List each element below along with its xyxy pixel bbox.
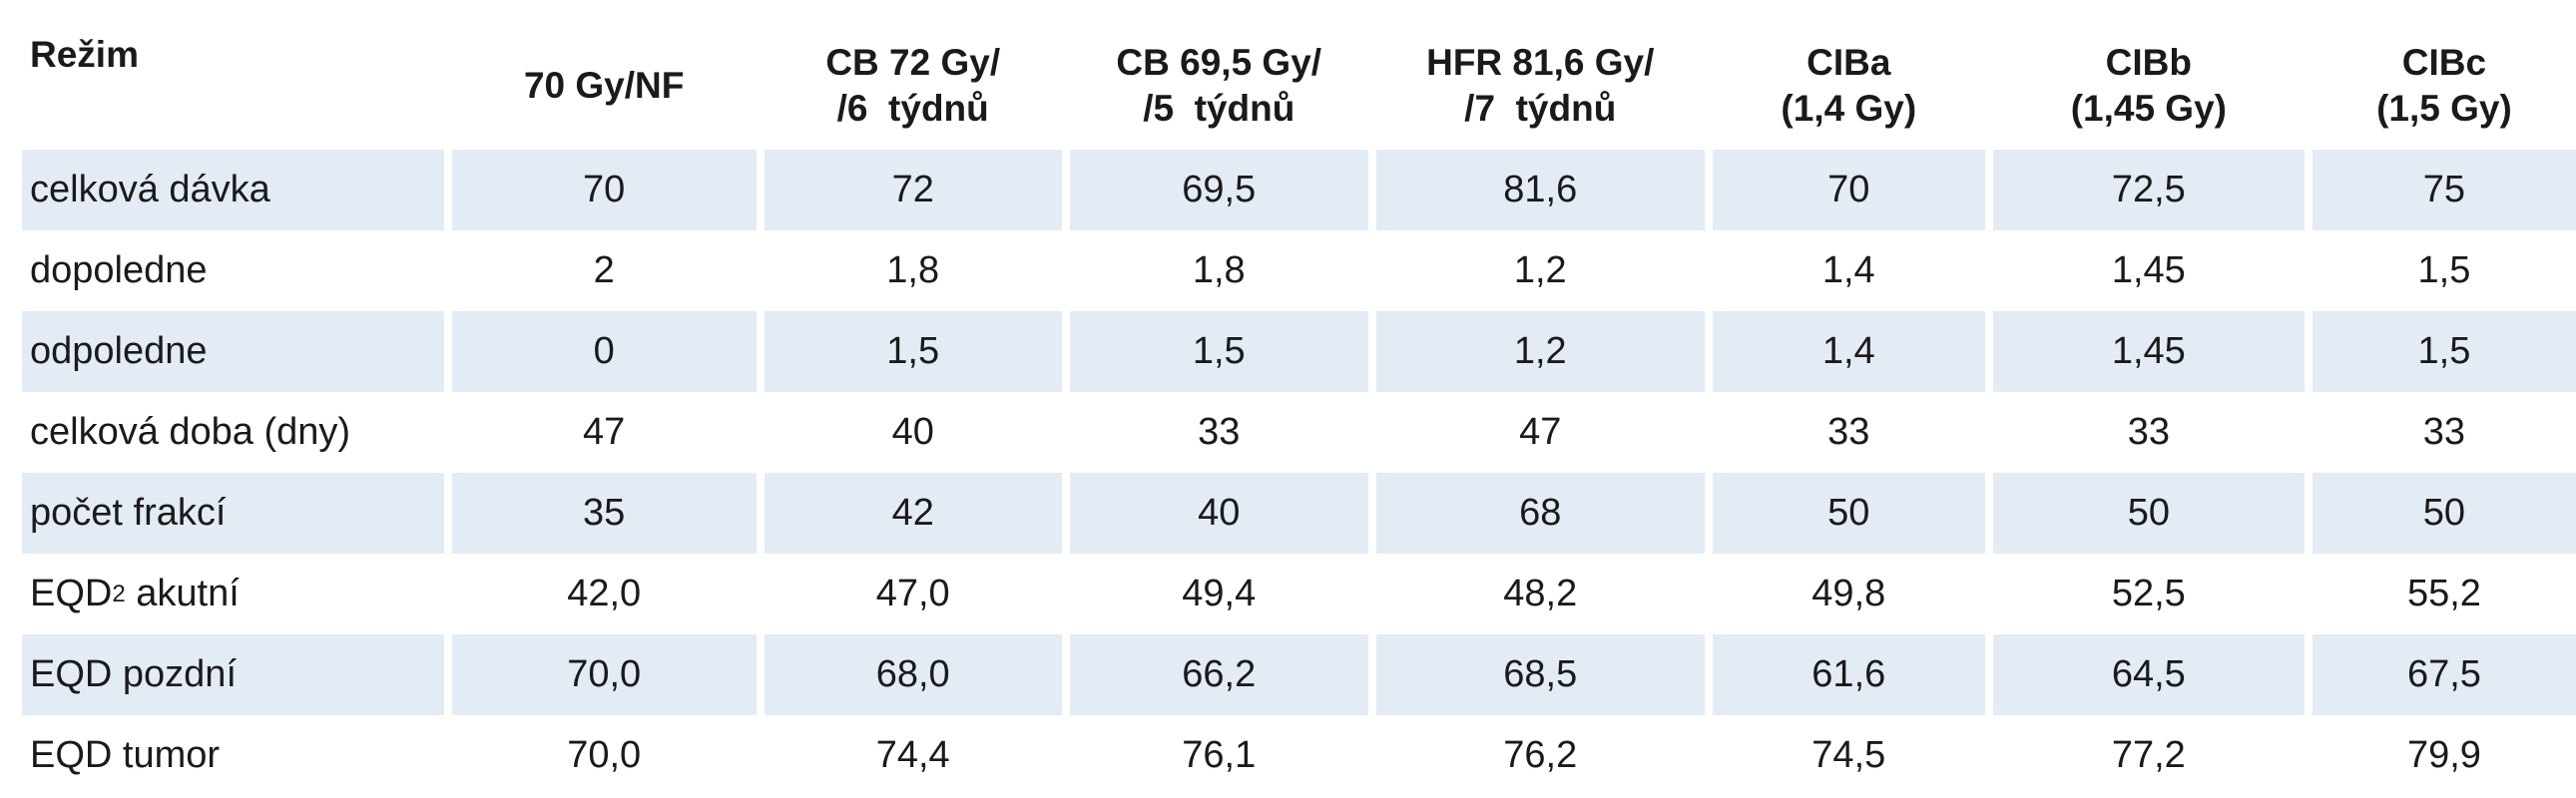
header-col-cibc: CIBc (1,5 Gy) (2313, 22, 2576, 150)
header-regime: Režim (22, 22, 444, 150)
table-cell: 1,45 (2111, 249, 2186, 291)
table-cell: 49,4 (1182, 573, 1257, 614)
header-regime-label: Režim (30, 34, 139, 75)
header-text: CIBa (1806, 41, 1891, 83)
row-label: EQD tumor (30, 734, 221, 776)
table-cell: 0 (451, 311, 757, 392)
row-label: EQD pozdní (22, 634, 444, 715)
table-cell: 1,8 (886, 249, 940, 291)
header-text: /6 týdnů (836, 88, 989, 129)
table-cell: 75 (2312, 150, 2576, 230)
table-cell: 1,8 (1192, 249, 1246, 291)
table-cell: 1,2 (1513, 249, 1567, 291)
table-row: EQD 2 akutní 42,0 47,0 49,4 48,2 49,8 52,… (22, 554, 2576, 634)
row-label: celková dávka (22, 150, 444, 230)
table-cell: 68,5 (1375, 634, 1705, 715)
header-col-ciba: CIBa (1,4 Gy) (1713, 22, 1985, 150)
row-label-rest: akutní (125, 573, 240, 614)
table-cell: 70 (1712, 150, 1985, 230)
table-cell: 74,4 (875, 734, 950, 776)
table-cell: 33 (1198, 411, 1241, 453)
table-cell: 49,8 (1811, 573, 1886, 614)
table-cell: 66,2 (1069, 634, 1368, 715)
header-col-70gy-nf: 70 Gy/NF (452, 22, 757, 150)
table-cell: 42,0 (567, 573, 642, 614)
table-cell: 1,4 (1712, 311, 1985, 392)
table-cell: 33 (2422, 411, 2466, 453)
table-cell: 1,5 (2312, 311, 2576, 392)
row-label-main: EQD (30, 573, 113, 614)
table-cell: 47,0 (875, 573, 950, 614)
table-cell: 81,6 (1375, 150, 1705, 230)
header-text: CB 72 Gy/ (825, 41, 1001, 83)
table-cell: 76,1 (1182, 734, 1257, 776)
table-cell: 33 (2127, 411, 2170, 453)
table-row: celková doba (dny) 47 40 33 47 33 33 33 (22, 392, 2576, 473)
header-text: 70 Gy/NF (523, 64, 685, 106)
header-text: (1,45 Gy) (2070, 88, 2227, 129)
table-cell: 55,2 (2406, 573, 2481, 614)
header-text: HFR 81,6 Gy/ (1426, 41, 1655, 83)
table-cell: 48,2 (1503, 573, 1578, 614)
table-cell: 42 (764, 473, 1062, 554)
table-cell: 76,2 (1503, 734, 1578, 776)
table-row: dopoledne 2 1,8 1,8 1,2 1,4 1,45 1,5 (22, 230, 2576, 311)
table-cell: 52,5 (2111, 573, 2186, 614)
table-cell: 1,5 (1069, 311, 1368, 392)
table-cell: 50 (1712, 473, 1985, 554)
table-cell: 77,2 (2111, 734, 2186, 776)
header-text: CB 69,5 Gy/ (1116, 41, 1322, 83)
table-cell: 74,5 (1811, 734, 1886, 776)
row-label: EQD 2 akutní (22, 554, 444, 634)
row-label: dopoledne (30, 249, 208, 291)
table-cell: 72,5 (1992, 150, 2305, 230)
header-text: CIBb (2105, 41, 2192, 83)
row-label: celková doba (dny) (30, 411, 351, 453)
header-text: CIBc (2401, 41, 2487, 83)
table-cell: 40 (891, 411, 934, 453)
table-cell: 68,0 (764, 634, 1062, 715)
table-cell: 69,5 (1069, 150, 1368, 230)
table-cell: 70 (451, 150, 757, 230)
header-text: /7 týdnů (1464, 88, 1617, 129)
table-cell: 47 (1519, 411, 1562, 453)
table-cell: 2 (593, 249, 615, 291)
table-row: počet frakcí 35 42 40 68 50 50 50 (22, 473, 2576, 554)
table-cell: 67,5 (2312, 634, 2576, 715)
regime-table: Režim 70 Gy/NF CB 72 Gy/ /6 týdnů CB 69,… (22, 22, 2576, 796)
table-cell: 47 (583, 411, 626, 453)
header-text: (1,4 Gy) (1781, 88, 1917, 129)
row-label-subscript: 2 (112, 580, 126, 607)
table-cell: 61,6 (1712, 634, 1985, 715)
header-text: (1,5 Gy) (2376, 88, 2512, 129)
header-text: /5 týdnů (1143, 88, 1295, 129)
table-row: EQD tumor 70,0 74,4 76,1 76,2 74,5 77,2 … (22, 715, 2576, 796)
table-row: celková dávka 70 72 69,5 81,6 70 72,5 75 (22, 150, 2576, 230)
table-cell: 1,45 (1992, 311, 2305, 392)
table-cell: 64,5 (1992, 634, 2305, 715)
header-col-cibb: CIBb (1,45 Gy) (1993, 22, 2305, 150)
table-cell: 1,2 (1375, 311, 1705, 392)
table-cell: 79,9 (2406, 734, 2481, 776)
table-cell: 50 (2312, 473, 2576, 554)
table-cell: 33 (1827, 411, 1870, 453)
table-header-row: Režim 70 Gy/NF CB 72 Gy/ /6 týdnů CB 69,… (22, 22, 2576, 150)
row-label: odpoledne (22, 311, 444, 392)
header-col-hfr816: HFR 81,6 Gy/ /7 týdnů (1376, 22, 1705, 150)
table-cell: 68 (1375, 473, 1705, 554)
table-cell: 1,4 (1821, 249, 1875, 291)
table-cell: 72 (764, 150, 1062, 230)
table-row: odpoledne 0 1,5 1,5 1,2 1,4 1,45 1,5 (22, 311, 2576, 392)
table-cell: 70,0 (451, 634, 757, 715)
header-col-cb72: CB 72 Gy/ /6 týdnů (765, 22, 1062, 150)
header-col-cb695: CB 69,5 Gy/ /5 týdnů (1070, 22, 1368, 150)
row-label: počet frakcí (22, 473, 444, 554)
table-cell: 1,5 (764, 311, 1062, 392)
table-row: EQD pozdní 70,0 68,0 66,2 68,5 61,6 64,5… (22, 634, 2576, 715)
table-cell: 1,5 (2417, 249, 2471, 291)
table-cell: 40 (1069, 473, 1368, 554)
table-cell: 35 (451, 473, 757, 554)
table-cell: 50 (1992, 473, 2305, 554)
table-cell: 70,0 (567, 734, 642, 776)
